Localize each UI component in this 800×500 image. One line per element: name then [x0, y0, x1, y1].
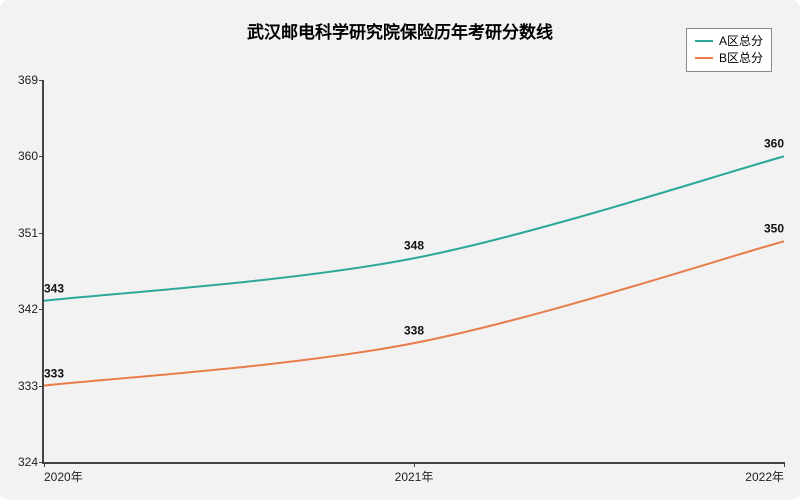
x-tick-label: 2022年	[745, 468, 784, 485]
x-tick-mark	[44, 462, 45, 467]
series-line-1	[44, 241, 784, 385]
point-label: 360	[764, 137, 784, 151]
legend-swatch-a	[695, 40, 713, 42]
y-tick-label: 333	[18, 379, 38, 393]
y-tick-mark	[39, 80, 44, 81]
point-label: 350	[764, 222, 784, 236]
point-label: 338	[404, 324, 424, 338]
legend-item-b: B区总分	[695, 50, 763, 67]
y-tick-label: 369	[18, 73, 38, 87]
y-tick-mark	[39, 233, 44, 234]
x-tick-label: 2021年	[395, 468, 434, 485]
y-tick-mark	[39, 309, 44, 310]
chart-container: 武汉邮电科学研究院保险历年考研分数线 A区总分 B区总分 324 333 342 35…	[0, 0, 800, 500]
y-tick-mark	[39, 156, 44, 157]
legend-label-a: A区总分	[719, 33, 763, 50]
legend-swatch-b	[695, 57, 713, 59]
series-line-0	[44, 156, 784, 300]
legend: A区总分 B区总分	[686, 28, 772, 72]
legend-label-b: B区总分	[719, 50, 763, 67]
legend-item-a: A区总分	[695, 33, 763, 50]
x-tick-mark	[784, 462, 785, 467]
y-tick-mark	[39, 386, 44, 387]
y-tick-label: 324	[18, 455, 38, 469]
y-tick-label: 342	[18, 302, 38, 316]
y-tick-label: 360	[18, 149, 38, 163]
point-label: 333	[44, 366, 64, 380]
plot-area: 3243333423513603692020年2021年2022年3433483…	[42, 80, 784, 464]
point-label: 343	[44, 281, 64, 295]
line-layer	[44, 80, 784, 462]
x-tick-label: 2020年	[44, 468, 83, 485]
point-label: 348	[404, 239, 424, 253]
x-tick-mark	[414, 462, 415, 467]
y-tick-label: 351	[18, 226, 38, 240]
chart-title: 武汉邮电科学研究院保险历年考研分数线	[0, 18, 800, 43]
